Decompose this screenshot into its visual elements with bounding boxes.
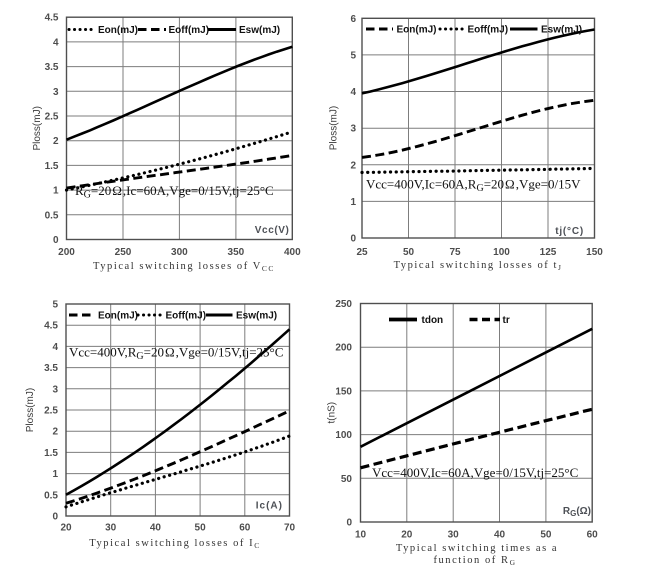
svg-text:60: 60 bbox=[239, 523, 251, 534]
svg-text:150: 150 bbox=[335, 386, 352, 397]
svg-text:40: 40 bbox=[494, 530, 506, 541]
svg-text:Typical switching losses of VC: Typical switching losses of VCC bbox=[93, 261, 275, 273]
svg-text:tr: tr bbox=[503, 315, 510, 326]
svg-text:5: 5 bbox=[350, 50, 356, 61]
svg-text:2: 2 bbox=[52, 427, 58, 438]
svg-text:3: 3 bbox=[350, 124, 356, 135]
svg-text:Typical switching losses of tJ: Typical switching losses of tJ bbox=[394, 260, 563, 272]
svg-text:30: 30 bbox=[448, 530, 460, 541]
svg-text:3: 3 bbox=[53, 87, 59, 98]
svg-text:Eon(mJ): Eon(mJ) bbox=[397, 25, 437, 36]
svg-text:25: 25 bbox=[356, 247, 368, 258]
svg-text:0: 0 bbox=[53, 235, 59, 246]
svg-text:2.5: 2.5 bbox=[45, 112, 59, 123]
svg-text:Vcc=400V,Ic=60A,RG=20Ω,Vge=0/1: Vcc=400V,Ic=60A,RG=20Ω,Vge=0/15V bbox=[366, 177, 581, 195]
svg-text:150: 150 bbox=[586, 247, 603, 258]
svg-text:function of RG: function of RG bbox=[433, 555, 516, 567]
svg-text:tdon: tdon bbox=[422, 315, 444, 326]
svg-text:5: 5 bbox=[52, 300, 58, 311]
svg-text:1.5: 1.5 bbox=[44, 448, 58, 459]
svg-text:40: 40 bbox=[150, 523, 162, 534]
svg-text:20: 20 bbox=[60, 523, 72, 534]
svg-text:250: 250 bbox=[335, 299, 352, 310]
svg-text:100: 100 bbox=[493, 247, 510, 258]
svg-text:0: 0 bbox=[350, 234, 356, 245]
svg-text:2: 2 bbox=[350, 160, 356, 171]
svg-text:Esw(mJ): Esw(mJ) bbox=[236, 311, 277, 322]
svg-text:300: 300 bbox=[171, 247, 188, 258]
svg-text:Ploss(mJ): Ploss(mJ) bbox=[32, 106, 43, 150]
svg-text:125: 125 bbox=[540, 247, 557, 258]
svg-text:50: 50 bbox=[341, 474, 353, 485]
svg-text:1.5: 1.5 bbox=[45, 161, 59, 172]
svg-text:4.5: 4.5 bbox=[44, 321, 58, 332]
svg-text:50: 50 bbox=[403, 247, 415, 258]
svg-text:400: 400 bbox=[284, 247, 301, 258]
svg-text:Eoff(mJ): Eoff(mJ) bbox=[468, 25, 509, 36]
svg-text:4: 4 bbox=[52, 342, 58, 353]
svg-text:250: 250 bbox=[115, 247, 132, 258]
svg-text:Vcc=400V,Ic=60A,Vge=0/15V,tj=2: Vcc=400V,Ic=60A,Vge=0/15V,tj=25°C bbox=[372, 465, 578, 480]
svg-text:Ploss(mJ): Ploss(mJ) bbox=[25, 388, 36, 432]
svg-text:70: 70 bbox=[284, 523, 296, 534]
svg-text:Vcc=400V,RG=20Ω,Vge=0/15V,tj=2: Vcc=400V,RG=20Ω,Vge=0/15V,tj=25°C bbox=[69, 345, 283, 363]
svg-text:75: 75 bbox=[449, 247, 461, 258]
svg-text:30: 30 bbox=[105, 523, 117, 534]
svg-text:1: 1 bbox=[53, 186, 59, 197]
svg-text:0: 0 bbox=[52, 512, 58, 523]
svg-text:20: 20 bbox=[401, 530, 413, 541]
svg-text:3: 3 bbox=[52, 384, 58, 395]
svg-text:Typical switching losses of IC: Typical switching losses of IC bbox=[89, 538, 261, 550]
svg-text:2: 2 bbox=[53, 136, 59, 147]
svg-text:Ic(A): Ic(A) bbox=[256, 501, 283, 512]
svg-text:Ploss(mJ): Ploss(mJ) bbox=[329, 106, 340, 150]
svg-text:50: 50 bbox=[540, 530, 552, 541]
svg-text:4.5: 4.5 bbox=[45, 13, 59, 24]
svg-text:0.5: 0.5 bbox=[44, 490, 58, 501]
svg-text:RG=20Ω,Ic=60A,Vge=0/15V,tj=25°: RG=20Ω,Ic=60A,Vge=0/15V,tj=25°C bbox=[75, 183, 274, 201]
svg-text:2.5: 2.5 bbox=[44, 406, 58, 417]
svg-text:100: 100 bbox=[335, 430, 352, 441]
svg-text:t(nS): t(nS) bbox=[327, 402, 338, 424]
svg-text:Eoff(mJ): Eoff(mJ) bbox=[166, 311, 207, 322]
svg-text:350: 350 bbox=[228, 247, 245, 258]
svg-text:10: 10 bbox=[355, 530, 367, 541]
svg-text:4: 4 bbox=[53, 37, 59, 48]
svg-text:3.5: 3.5 bbox=[45, 62, 59, 73]
svg-text:Eon(mJ): Eon(mJ) bbox=[98, 25, 138, 36]
svg-text:RG(Ω): RG(Ω) bbox=[563, 506, 591, 518]
svg-text:1: 1 bbox=[350, 197, 356, 208]
svg-text:3.5: 3.5 bbox=[44, 363, 58, 374]
svg-text:200: 200 bbox=[335, 343, 352, 354]
svg-text:Esw(mJ): Esw(mJ) bbox=[541, 25, 582, 36]
svg-text:Vcc(V): Vcc(V) bbox=[255, 225, 290, 236]
svg-text:Eoff(mJ): Eoff(mJ) bbox=[169, 25, 210, 36]
svg-text:0: 0 bbox=[346, 518, 352, 529]
svg-text:6: 6 bbox=[350, 14, 356, 25]
svg-text:Typical switching times as a: Typical switching times as a bbox=[396, 543, 558, 554]
svg-text:0.5: 0.5 bbox=[45, 210, 59, 221]
svg-text:200: 200 bbox=[58, 247, 75, 258]
svg-text:50: 50 bbox=[195, 523, 207, 534]
svg-text:4: 4 bbox=[350, 87, 356, 98]
svg-text:60: 60 bbox=[587, 530, 599, 541]
svg-text:Eon(mJ): Eon(mJ) bbox=[98, 311, 138, 322]
svg-text:tj(°C): tj(°C) bbox=[555, 226, 584, 237]
svg-text:Esw(mJ): Esw(mJ) bbox=[239, 25, 280, 36]
svg-text:1: 1 bbox=[52, 469, 58, 480]
